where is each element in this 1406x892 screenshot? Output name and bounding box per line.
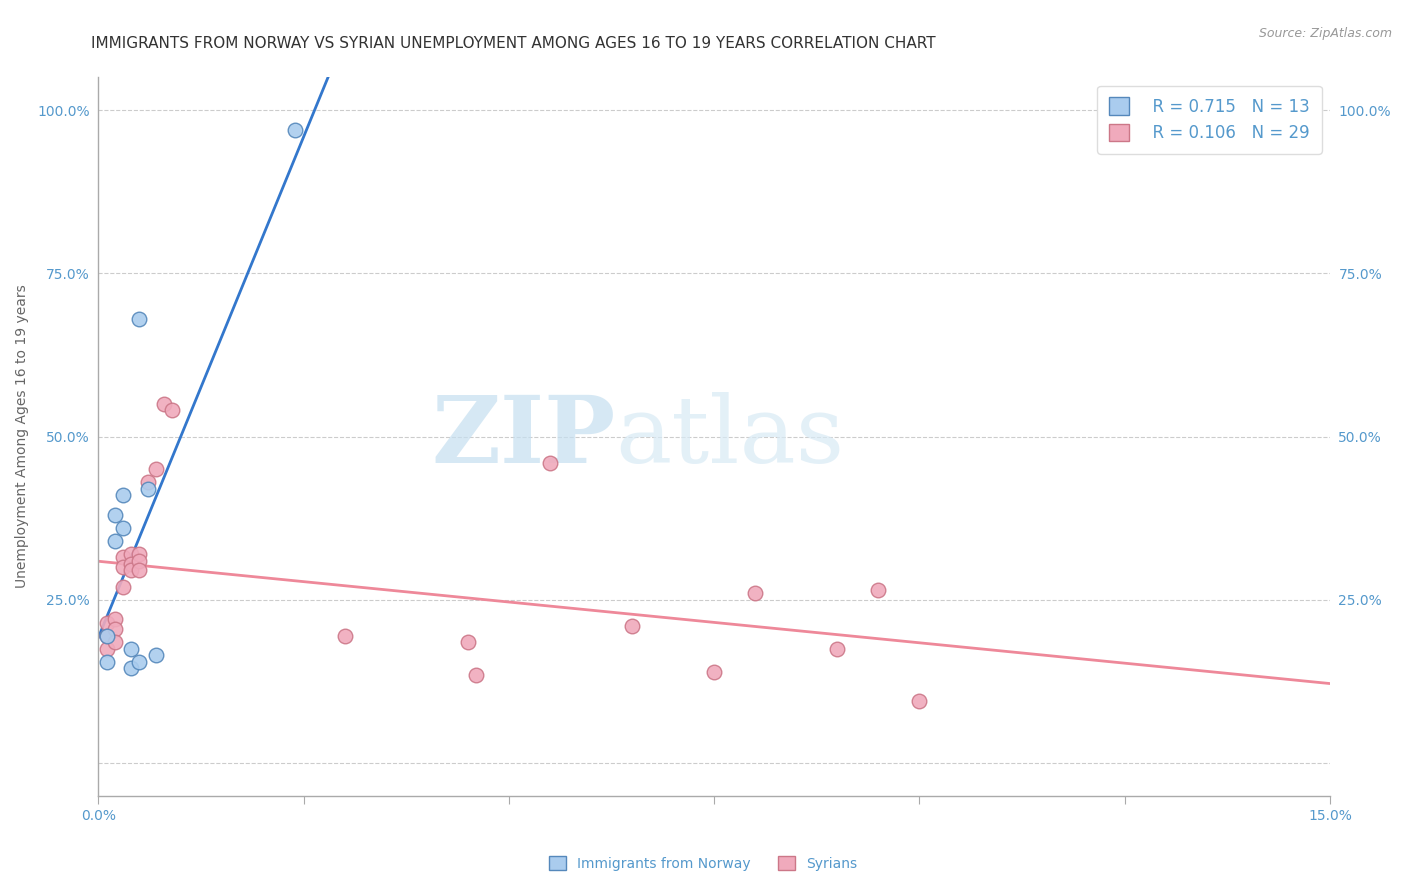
Point (703, 665, 725, 679)
Point (128, 563, 150, 577)
Point (465, 668, 488, 682)
Point (104, 508, 127, 522)
Point (827, 641, 849, 656)
Point (457, 635, 479, 649)
Point (284, 122, 307, 136)
Point (104, 533, 127, 548)
Point (120, 547, 142, 561)
Point (120, 661, 142, 675)
Point (128, 655, 150, 669)
Y-axis label: Unemployment Among Ages 16 to 19 years: Unemployment Among Ages 16 to 19 years (15, 285, 30, 589)
Text: IMMIGRANTS FROM NORWAY VS SYRIAN UNEMPLOYMENT AMONG AGES 16 TO 19 YEARS CORRELAT: IMMIGRANTS FROM NORWAY VS SYRIAN UNEMPLO… (91, 36, 936, 51)
Point (111, 521, 134, 535)
Point (621, 619, 644, 633)
Point (96, 655, 118, 669)
Text: atlas: atlas (616, 392, 845, 482)
Point (128, 547, 150, 561)
Point (333, 629, 356, 643)
Point (111, 550, 134, 565)
Point (120, 563, 142, 577)
Point (96, 641, 118, 656)
Point (145, 648, 167, 663)
Point (104, 612, 127, 626)
Point (145, 462, 167, 476)
Point (868, 582, 890, 597)
Legend: Immigrants from Norway, Syrians: Immigrants from Norway, Syrians (543, 850, 863, 876)
Point (120, 641, 142, 656)
Legend:   R = 0.715   N = 13,   R = 0.106   N = 29: R = 0.715 N = 13, R = 0.106 N = 29 (1097, 86, 1322, 153)
Text: Source: ZipAtlas.com: Source: ZipAtlas.com (1258, 27, 1392, 40)
Point (744, 586, 766, 600)
Text: ZIP: ZIP (432, 392, 616, 482)
Point (104, 635, 127, 649)
Point (128, 553, 150, 567)
Point (104, 622, 127, 636)
Point (111, 488, 134, 502)
Point (136, 475, 159, 490)
Point (160, 403, 183, 417)
Point (153, 397, 176, 411)
Point (96, 615, 118, 630)
Point (96, 629, 118, 643)
Point (111, 580, 134, 594)
Point (908, 694, 931, 708)
Point (136, 482, 159, 496)
Point (96, 629, 118, 643)
Point (120, 557, 142, 571)
Point (128, 312, 150, 326)
Point (111, 560, 134, 574)
Point (538, 456, 561, 470)
